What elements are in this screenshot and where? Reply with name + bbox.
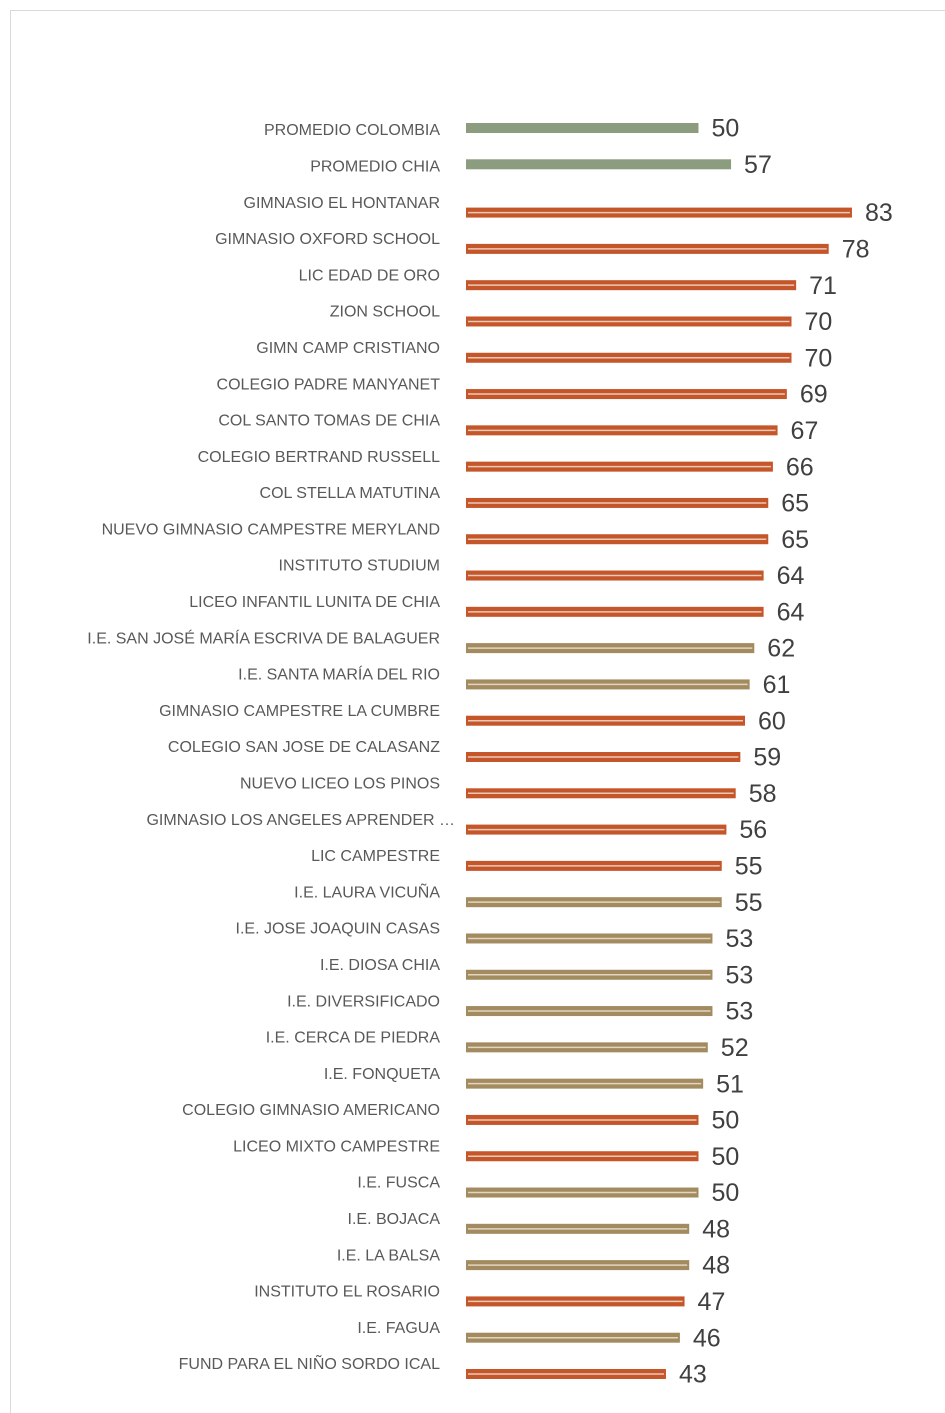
category-label: I.E. SAN JOSÉ MARÍA ESCRIVA DE BALAGUER bbox=[87, 628, 440, 647]
value-label: 57 bbox=[744, 151, 772, 179]
value-label: 70 bbox=[805, 344, 833, 372]
category-label: INSTITUTO EL ROSARIO bbox=[254, 1284, 440, 1301]
category-label: GIMNASIO OXFORD SCHOOL bbox=[215, 231, 440, 248]
value-label: 78 bbox=[842, 235, 870, 263]
category-label: COLEGIO PADRE MANYANET bbox=[217, 376, 441, 393]
value-label: 71 bbox=[809, 272, 837, 300]
value-label: 51 bbox=[716, 1070, 744, 1098]
value-label: 69 bbox=[800, 381, 828, 409]
value-label: 62 bbox=[767, 635, 795, 663]
category-label: I.E. LAURA VICUÑA bbox=[294, 881, 440, 901]
value-label: 64 bbox=[777, 598, 805, 626]
category-label: COLEGIO BERTRAND RUSSELL bbox=[198, 449, 441, 466]
category-label: ZION SCHOOL bbox=[330, 304, 440, 321]
category-label: LICEO INFANTIL LUNITA DE CHIA bbox=[189, 594, 440, 611]
category-label: I.E. FAGUA bbox=[357, 1320, 440, 1337]
value-label: 50 bbox=[712, 1143, 740, 1171]
category-label: I.E. JOSE JOAQUIN CASAS bbox=[236, 921, 441, 938]
value-label: 53 bbox=[725, 998, 753, 1026]
category-label: PROMEDIO CHIA bbox=[310, 159, 440, 176]
category-label: NUEVO GIMNASIO CAMPESTRE MERYLAND bbox=[102, 521, 440, 538]
category-label: COL STELLA MATUTINA bbox=[260, 485, 441, 502]
value-label: 48 bbox=[702, 1252, 730, 1280]
value-label: 48 bbox=[702, 1215, 730, 1243]
value-label: 47 bbox=[698, 1288, 726, 1316]
value-label: 43 bbox=[679, 1361, 707, 1389]
category-label: I.E. CERCA DE PIEDRA bbox=[266, 1030, 441, 1047]
category-label: I.E. FONQUETA bbox=[324, 1066, 440, 1083]
value-label: 52 bbox=[721, 1034, 749, 1062]
value-label: 53 bbox=[725, 961, 753, 989]
category-label: GIMNASIO CAMPESTRE LA CUMBRE bbox=[159, 703, 440, 720]
category-label: I.E. FUSCA bbox=[357, 1175, 440, 1192]
value-label: 56 bbox=[739, 816, 767, 844]
category-label: FUND PARA EL NIÑO SORDO ICAL bbox=[179, 1353, 440, 1373]
value-label: 65 bbox=[781, 490, 809, 518]
value-label: 67 bbox=[791, 417, 819, 445]
category-label: I.E. DIVERSIFICADO bbox=[287, 993, 440, 1010]
bar bbox=[466, 159, 732, 170]
value-label: 50 bbox=[712, 1107, 740, 1135]
category-label: INSTITUTO STUDIUM bbox=[279, 558, 440, 575]
category-label: PROMEDIO COLOMBIA bbox=[264, 122, 440, 139]
category-label: COLEGIO GIMNASIO AMERICANO bbox=[182, 1102, 440, 1119]
value-label: 53 bbox=[725, 925, 753, 953]
value-label: 55 bbox=[735, 852, 763, 880]
value-label: 66 bbox=[786, 453, 814, 481]
category-label: I.E. DIOSA CHIA bbox=[320, 957, 440, 974]
value-label: 46 bbox=[693, 1324, 721, 1352]
category-label: LICEO MIXTO CAMPESTRE bbox=[233, 1138, 440, 1155]
value-label: 83 bbox=[865, 199, 893, 227]
category-label: I.E. LA BALSA bbox=[337, 1247, 441, 1264]
value-label: 50 bbox=[712, 115, 740, 143]
value-label: 58 bbox=[749, 780, 777, 808]
category-label: GIMN CAMP CRISTIANO bbox=[256, 340, 440, 357]
category-label: I.E. BOJACA bbox=[348, 1211, 441, 1228]
value-label: 65 bbox=[781, 526, 809, 554]
category-label: I.E. SANTA MARÍA DEL RIO bbox=[238, 665, 440, 684]
chart-frame bbox=[10, 10, 945, 1413]
category-label: NUEVO LICEO LOS PINOS bbox=[240, 776, 440, 793]
value-label: 50 bbox=[712, 1179, 740, 1207]
value-label: 55 bbox=[735, 889, 763, 917]
value-label: 61 bbox=[763, 671, 791, 699]
value-label: 64 bbox=[777, 562, 805, 590]
category-label: LIC CAMPESTRE bbox=[311, 848, 440, 865]
value-label: 60 bbox=[758, 707, 786, 735]
value-label: 59 bbox=[753, 744, 781, 772]
category-label: LIC EDAD DE ORO bbox=[299, 267, 440, 284]
bar bbox=[466, 123, 699, 133]
category-label: GIMNASIO EL HONTANAR bbox=[244, 195, 440, 212]
category-label: GIMNASIO LOS ANGELES APRENDER … bbox=[146, 812, 455, 829]
category-label: COL SANTO TOMAS DE CHIA bbox=[218, 413, 440, 430]
category-label: COLEGIO SAN JOSE DE CALASANZ bbox=[168, 739, 440, 756]
value-label: 70 bbox=[805, 308, 833, 336]
